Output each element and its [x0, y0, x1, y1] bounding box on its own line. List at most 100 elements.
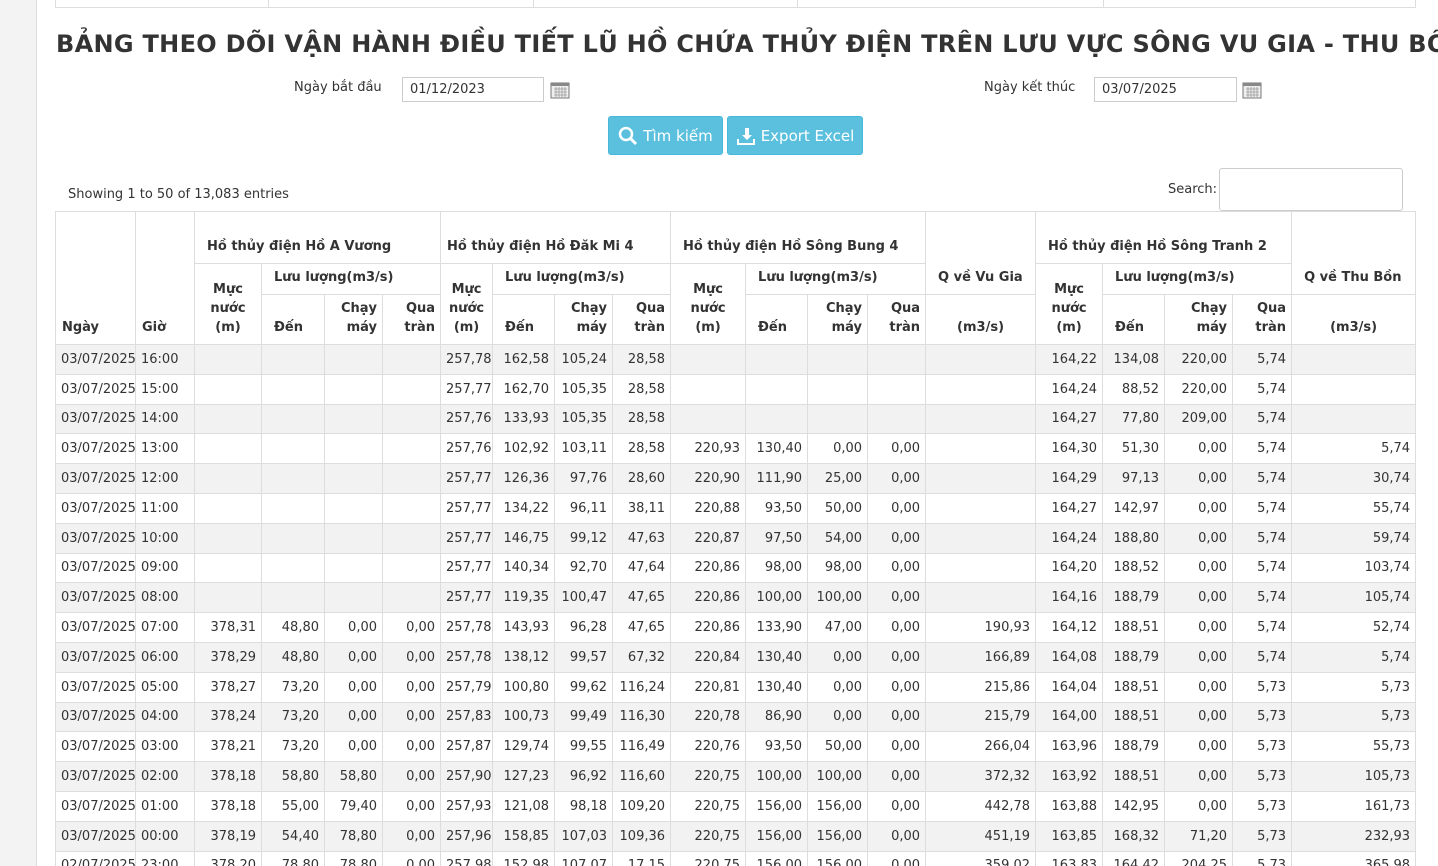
header-cell[interactable]: Chạy máy	[807, 294, 869, 345]
export-button[interactable]: Export Excel	[727, 116, 863, 155]
table-cell: 5,74	[1232, 492, 1293, 524]
table-row: 03/07/2025 13:00 257,76 102,92 103,11 28,58 22…	[55, 433, 1417, 465]
table-cell: 103,74	[1291, 552, 1417, 584]
table-cell: 220,87	[670, 522, 747, 554]
table-cell: 5,74	[1232, 522, 1293, 554]
table-cell	[324, 373, 383, 405]
table-cell: 05:00	[135, 671, 195, 703]
table-cell	[925, 403, 1037, 435]
table-cell: 0,00	[807, 433, 869, 465]
table-cell: 116,60	[612, 761, 672, 792]
table-cell: 378,29	[194, 641, 262, 673]
header-cell[interactable]: Đến	[1102, 294, 1166, 345]
table-cell: 0,00	[1164, 701, 1234, 733]
table-cell: 0,00	[1164, 761, 1234, 792]
header-cell[interactable]: Qua tràn	[381, 294, 442, 345]
table-cell: 121,08	[492, 790, 556, 822]
header-cell[interactable]: Mực nước (m)	[440, 263, 494, 345]
table-cell	[670, 373, 747, 405]
header-cell[interactable]: Q về Vu Gia	[925, 211, 1037, 295]
table-cell	[381, 522, 442, 554]
table-cell: 03/07/2025	[55, 552, 136, 584]
header-cell[interactable]: Qua tràn	[1232, 294, 1293, 345]
table-cell	[925, 373, 1037, 405]
table-cell: 220,86	[670, 552, 747, 584]
table-cell: 48,80	[261, 641, 325, 673]
table-cell: 0,00	[324, 612, 383, 643]
table-cell	[925, 344, 1037, 375]
header-cell[interactable]: Q về Thu Bồn	[1291, 211, 1417, 295]
header-cell[interactable]: Giờ	[135, 211, 195, 345]
table-cell: 97,76	[554, 463, 614, 494]
table-cell: 133,93	[492, 403, 556, 435]
table-cell: 28,58	[612, 433, 672, 465]
table-cell: 0,00	[381, 850, 442, 866]
table-cell: 28,60	[612, 463, 672, 494]
table-cell: 0,00	[867, 522, 927, 554]
table-cell: 03/07/2025	[55, 403, 136, 435]
calendar-icon[interactable]	[550, 81, 570, 99]
table-cell: 08:00	[135, 582, 195, 614]
table-cell: 116,49	[612, 731, 672, 763]
header-cell[interactable]: Qua tràn	[612, 294, 672, 345]
end-date-input[interactable]: 03/07/2025	[1094, 77, 1237, 102]
table-cell: 156,00	[745, 850, 809, 866]
subgroup-header: Lưu lượng(m3/s)	[745, 263, 927, 295]
table-cell: 13:00	[135, 433, 195, 465]
table-cell: 0,00	[1164, 552, 1234, 584]
table-row: 03/07/2025 09:00 257,77 140,34 92,70 47,64 220…	[55, 552, 1417, 584]
table-cell: 257,79	[440, 671, 494, 703]
table-cell: 220,88	[670, 492, 747, 524]
header-cell[interactable]: Mực nước (m)	[1035, 263, 1104, 345]
header-cell[interactable]: Ngày	[55, 211, 136, 345]
table-cell: 03/07/2025	[55, 701, 136, 733]
table-cell: 58,80	[324, 761, 383, 792]
header-cell[interactable]: Qua tràn	[867, 294, 927, 345]
table-cell: 156,00	[807, 820, 869, 852]
search-button[interactable]: Tìm kiếm	[608, 116, 723, 155]
table-cell	[194, 373, 262, 405]
table-cell: 0,00	[324, 671, 383, 703]
table-cell: 07:00	[135, 612, 195, 643]
table-cell: 96,92	[554, 761, 614, 792]
header-cell[interactable]: Chạy máy	[1164, 294, 1234, 345]
table-cell: 378,20	[194, 850, 262, 866]
table-cell: 0,00	[1164, 522, 1234, 554]
table-cell: 156,00	[745, 790, 809, 822]
table-cell	[381, 582, 442, 614]
header-cell[interactable]: Đến	[261, 294, 325, 345]
table-cell: 0,00	[867, 671, 927, 703]
header-cell[interactable]: Đến	[492, 294, 556, 345]
table-cell: 99,49	[554, 701, 614, 733]
table-cell: 51,30	[1102, 433, 1166, 465]
table-cell: 134,08	[1102, 344, 1166, 375]
table-cell: 164,16	[1035, 582, 1104, 614]
table-cell: 0,00	[867, 701, 927, 733]
table-cell: 5,73	[1232, 701, 1293, 733]
table-row: 03/07/2025 15:00 257,77 162,70 105,35 28,58 16…	[55, 373, 1417, 405]
header-cell[interactable]: Mực nước (m)	[670, 263, 747, 345]
table-cell: 215,86	[925, 671, 1037, 703]
table-cell: 96,28	[554, 612, 614, 643]
table-cell: 257,76	[440, 433, 494, 465]
search-input[interactable]	[1219, 168, 1403, 211]
table-cell: 03/07/2025	[55, 731, 136, 763]
table-cell: 03/07/2025	[55, 373, 136, 405]
table-cell	[194, 522, 262, 554]
header-cell[interactable]: Đến	[745, 294, 809, 345]
table-cell: 164,24	[1035, 522, 1104, 554]
table-cell: 190,93	[925, 612, 1037, 643]
calendar-icon[interactable]	[1242, 81, 1262, 99]
header-cell[interactable]: Chạy máy	[554, 294, 614, 345]
table-cell: 163,85	[1035, 820, 1104, 852]
table-cell: 0,00	[381, 761, 442, 792]
start-date-input[interactable]: 01/12/2023	[402, 77, 544, 102]
table-row: 03/07/2025 03:00 378,21 73,20 0,00 0,00 257,87…	[55, 731, 1417, 763]
table-row: 02/07/2025 23:00 378,20 78,80 78,80 0,00 257,9…	[55, 850, 1417, 866]
prev-cell	[1103, 0, 1416, 8]
table-cell: 220,78	[670, 701, 747, 733]
header-cell[interactable]: Mực nước (m)	[194, 263, 262, 345]
table-cell	[381, 373, 442, 405]
table-cell: 0,00	[381, 790, 442, 822]
header-cell[interactable]: Chạy máy	[324, 294, 383, 345]
